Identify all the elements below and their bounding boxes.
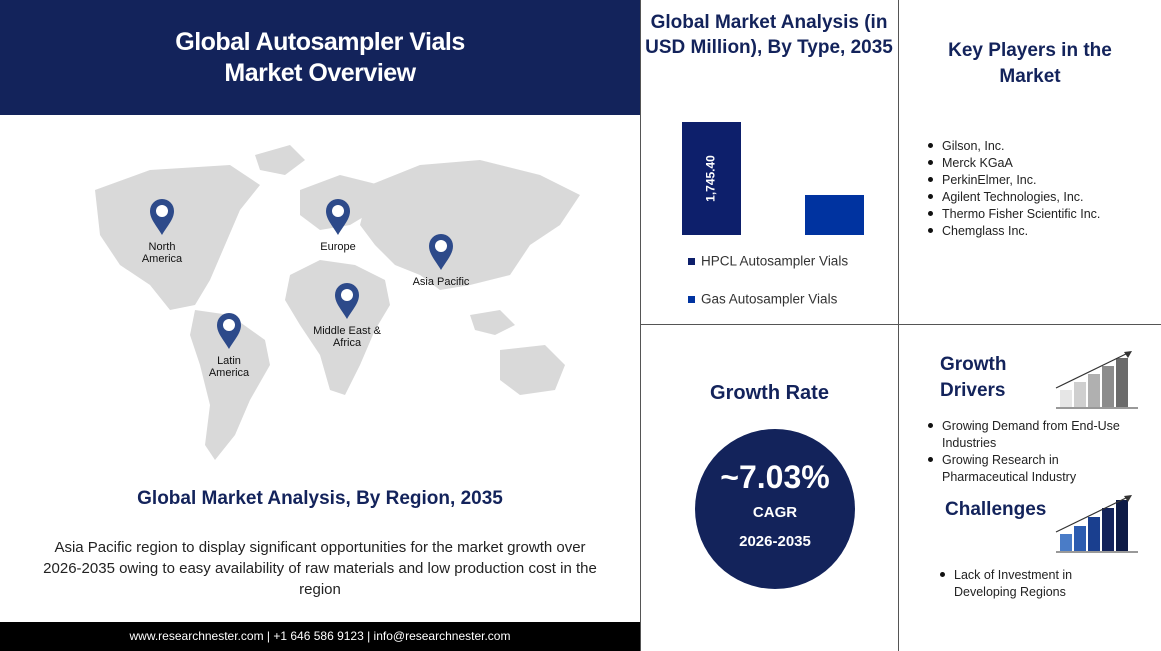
key-players-list: Gilson, Inc. Merck KGaA PerkinElmer, Inc. A… — [928, 138, 1100, 240]
list-item: Gilson, Inc. — [928, 138, 1100, 155]
divider — [640, 324, 1161, 325]
bar — [805, 194, 864, 235]
challenges-list: Lack of Investment in Developing Regions — [940, 567, 1090, 601]
legend-swatch — [688, 258, 695, 265]
list-item: Lack of Investment in Developing Regions — [940, 567, 1090, 601]
divider — [640, 0, 641, 651]
list-item: Growing Demand from End-Use Industries — [928, 418, 1148, 452]
list-item: Growing Research in Pharmaceutical Indus… — [928, 452, 1148, 486]
key-players-title: Key Players in the Market — [948, 40, 1112, 87]
growth-drivers-title: Growth Drivers — [940, 354, 1007, 401]
header-band — [0, 0, 640, 115]
pin-dot — [332, 205, 344, 217]
cagr-value: ~7.03% — [720, 459, 830, 495]
value-label: 1,745.40 — [704, 155, 718, 202]
chart-title: Global Market Analysis (in USD Million),… — [645, 12, 893, 58]
cagr-period: 2026-2035 — [739, 533, 811, 550]
footer: www.researchnester.com | +1 646 586 9123… — [0, 622, 640, 651]
map-pin — [217, 313, 241, 349]
bar-chart: 1,745.40 HPCL Autosampler Vials Gas Autosa… — [682, 122, 864, 307]
pin-dot — [341, 289, 353, 301]
challenges-icon — [1055, 495, 1138, 553]
list-item: Thermo Fisher Scientific Inc. — [928, 206, 1100, 223]
map-pin — [150, 199, 174, 235]
title-line: Market Overview — [224, 59, 416, 87]
header-title: Global Autosampler Vials Market Overview — [0, 27, 640, 89]
pin-dot — [223, 319, 235, 331]
region-text: Asia Pacific region to display significa… — [43, 539, 597, 598]
region-label: Latin America — [208, 355, 250, 379]
map-pin — [326, 199, 350, 235]
bar — [682, 122, 741, 235]
map-pin — [335, 283, 359, 319]
list-item: PerkinElmer, Inc. — [928, 172, 1100, 189]
map-pin — [429, 234, 453, 270]
title-line: Global Autosampler Vials — [175, 28, 465, 56]
world-map — [95, 145, 580, 460]
divider — [898, 0, 899, 651]
region-label: Middle East & Africa — [313, 325, 381, 349]
legend-label: Gas Autosampler Vials — [701, 292, 838, 307]
cagr-circle: ~7.03% CAGR 2026-2035 — [695, 429, 855, 589]
list-item: Chemglass Inc. — [928, 223, 1100, 240]
growth-drivers-list: Growing Demand from End-Use Industries Gr… — [928, 418, 1148, 486]
region-label: Asia Pacific — [412, 276, 470, 288]
list-item: Merck KGaA — [928, 155, 1100, 172]
list-item: Agilent Technologies, Inc. — [928, 189, 1100, 206]
legend-swatch — [688, 296, 695, 303]
legend-label: HPCL Autosampler Vials — [701, 254, 848, 269]
pin-dot — [156, 205, 168, 217]
pin-dot — [435, 240, 447, 252]
challenges-title: Challenges — [945, 499, 1047, 520]
growth-icon — [1055, 351, 1138, 409]
region-label: Europe — [320, 241, 356, 253]
cagr-label: CAGR — [752, 504, 798, 521]
growth-rate-title: Growth Rate — [710, 382, 829, 404]
region-label: North America — [141, 241, 183, 265]
region-title: Global Market Analysis, By Region, 2035 — [137, 488, 503, 509]
